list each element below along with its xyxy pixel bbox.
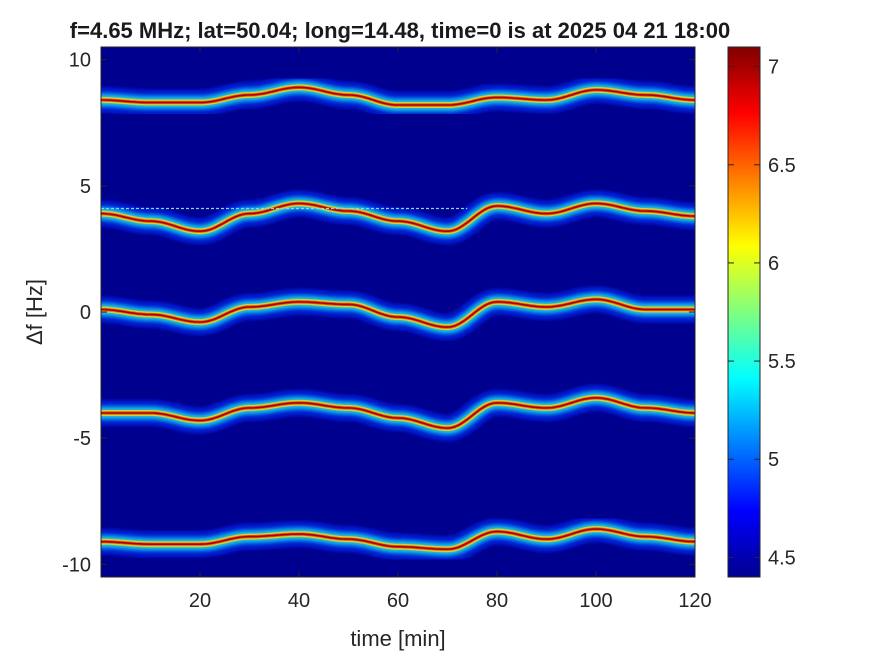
band-layer bbox=[101, 528, 695, 550]
x-tick-label: 60 bbox=[387, 590, 409, 612]
y-tick-label: -5 bbox=[73, 428, 91, 450]
x-tick-label: 120 bbox=[678, 590, 711, 612]
frequency-band-3 bbox=[101, 384, 695, 442]
band-layer bbox=[101, 86, 695, 106]
x-tick-label: 40 bbox=[288, 590, 310, 612]
chart-title: f=4.65 MHz; lat=50.04; long=14.48, time=… bbox=[70, 18, 730, 43]
colorbar-tick-label: 4.5 bbox=[768, 547, 796, 569]
y-axis-ticks: 10 5 0 -5 -10 bbox=[62, 50, 695, 576]
colorbar-tick-label: 6 bbox=[768, 253, 779, 275]
y-tick-label: 10 bbox=[69, 50, 91, 72]
x-axis-label: time [min] bbox=[350, 626, 445, 651]
frequency-band-1 bbox=[101, 190, 695, 245]
colorbar bbox=[727, 46, 761, 578]
spectral-bands bbox=[101, 74, 695, 563]
frequency-band-4 bbox=[101, 516, 695, 563]
x-tick-label: 100 bbox=[579, 590, 612, 612]
frequency-band-0 bbox=[101, 74, 695, 118]
x-tick-label: 20 bbox=[189, 590, 211, 612]
y-tick-label: -10 bbox=[62, 554, 91, 576]
x-tick-label: 80 bbox=[486, 590, 508, 612]
colorbar-tick-label: 5 bbox=[768, 449, 779, 471]
y-tick-label: 0 bbox=[80, 302, 91, 324]
frequency-band-2 bbox=[101, 286, 695, 341]
colorbar-tick-label: 6.5 bbox=[768, 155, 796, 177]
band-layer bbox=[101, 397, 695, 429]
band-layer bbox=[101, 202, 695, 232]
band-layer bbox=[101, 298, 695, 328]
colorbar-tick-label: 7 bbox=[768, 57, 779, 79]
colorbar-tick-label: 5.5 bbox=[768, 351, 796, 373]
colorbar-ticks: 7 6.5 6 5.5 5 4.5 bbox=[728, 57, 796, 569]
y-tick-label: 5 bbox=[80, 176, 91, 198]
y-axis-label: Δf [Hz] bbox=[22, 279, 47, 345]
x-axis-ticks: 20 40 60 80 100 120 bbox=[189, 47, 712, 612]
